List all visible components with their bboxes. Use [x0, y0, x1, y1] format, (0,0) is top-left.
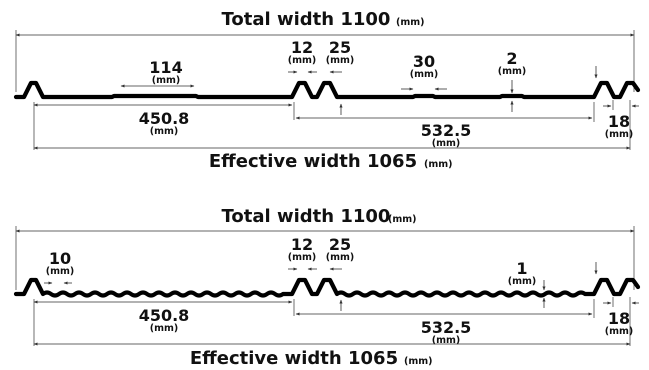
dim-18-value: 18 — [608, 112, 630, 131]
dim-25-value: 25 — [329, 38, 351, 57]
dim-10-value: 10 — [49, 249, 71, 268]
effective-width-unit: (mm) — [424, 159, 452, 170]
panel-corrugated: Total width 1100 (mm) 10 (mm) 12 (mm) 25… — [13, 206, 641, 369]
sheet-profile — [13, 277, 641, 298]
dim-30-value: 30 — [413, 52, 435, 71]
dim-25-value: 25 — [329, 235, 351, 254]
dim-30-unit: (mm) — [410, 69, 438, 80]
dim-1-value: 1 — [516, 259, 527, 278]
dim-12-unit: (mm) — [288, 55, 316, 66]
dim-114-value: 114 — [149, 58, 182, 77]
dim-2-unit: (mm) — [498, 66, 526, 77]
panel-flat: Total width 1100 (mm) 114 (mm) 12 (mm) 2… — [13, 9, 641, 172]
dim-532-unit: (mm) — [432, 138, 460, 149]
effective-width-label: Effective width 1065 — [190, 348, 398, 369]
dim-450-unit: (mm) — [150, 126, 178, 137]
dim-450-unit: (mm) — [150, 323, 178, 334]
dim-25-unit: (mm) — [326, 55, 354, 66]
dim-12-value: 12 — [291, 38, 313, 57]
total-width-label: Total width 1100 — [222, 9, 391, 30]
dim-532-value: 532.5 — [421, 318, 472, 337]
dim-18-value: 18 — [608, 309, 630, 328]
effective-width-label: Effective width 1065 — [209, 151, 417, 172]
sheet-profile — [13, 80, 641, 100]
total-width-unit: (mm) — [396, 17, 424, 28]
dim-10-unit: (mm) — [46, 266, 74, 277]
dim-18-unit: (mm) — [605, 129, 633, 140]
dim-532-unit: (mm) — [432, 335, 460, 346]
dim-12-unit: (mm) — [288, 252, 316, 263]
dim-25-unit: (mm) — [326, 252, 354, 263]
effective-width-unit: (mm) — [404, 356, 432, 367]
dim-1-unit: (mm) — [508, 276, 536, 287]
total-width-unit: (mm) — [388, 214, 416, 225]
dim-450-value: 450.8 — [139, 109, 190, 128]
dim-18-unit: (mm) — [605, 326, 633, 337]
dim-114-unit: (mm) — [152, 75, 180, 86]
dim-532-value: 532.5 — [421, 121, 472, 140]
dim-12-value: 12 — [291, 235, 313, 254]
dim-2-value: 2 — [506, 49, 517, 68]
dim-450-value: 450.8 — [139, 306, 190, 325]
total-width-label: Total width 1100 — [222, 206, 391, 227]
